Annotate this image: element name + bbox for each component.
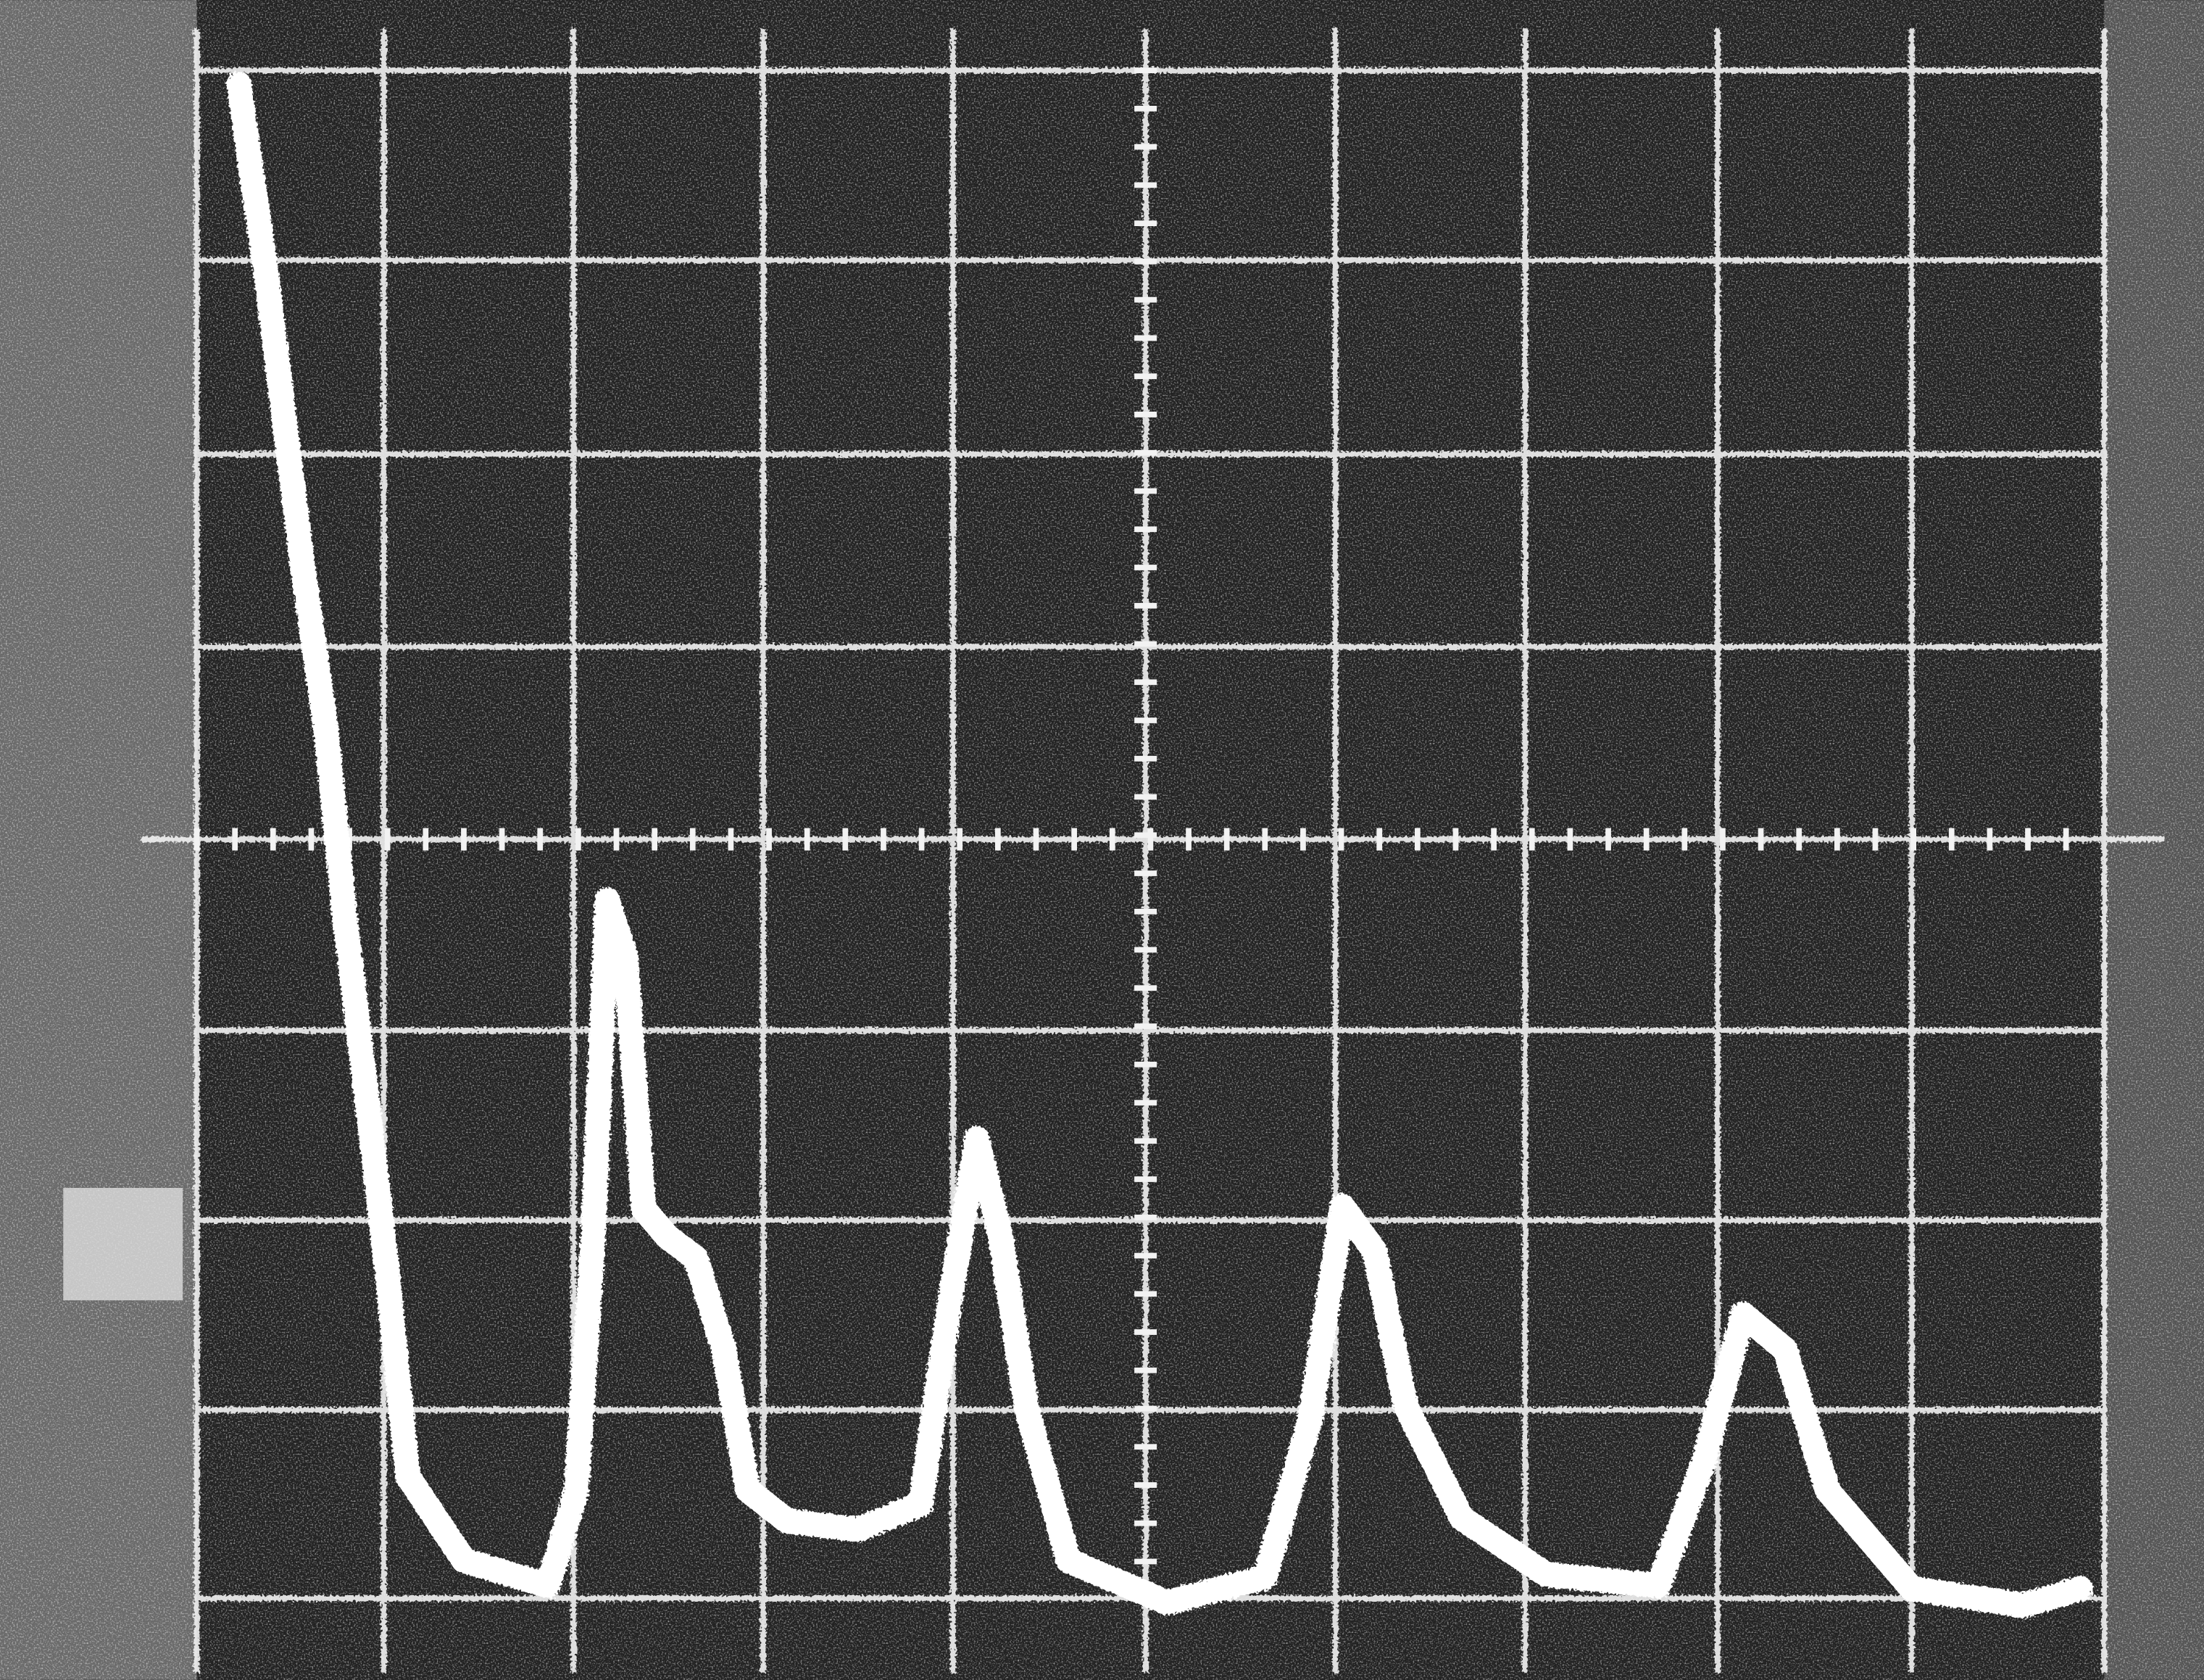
page: (() => { const g = document.getElementBy… — [0, 0, 2204, 1680]
reflection — [63, 1188, 183, 1300]
oscilloscope-photo — [0, 0, 2204, 1680]
